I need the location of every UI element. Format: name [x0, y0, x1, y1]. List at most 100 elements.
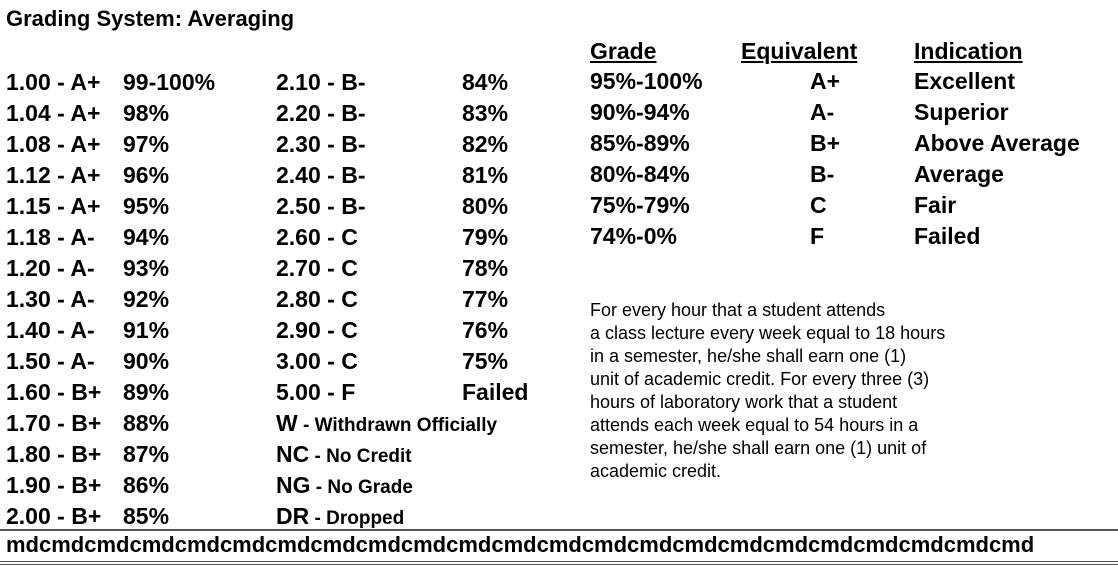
grade-code: DR - Dropped	[276, 501, 404, 534]
range-cell: 75%-79%	[590, 192, 690, 218]
grade-row: 2.00 - B+ 85%	[6, 501, 246, 532]
equivalent-row: 75%-79% C Fair	[590, 190, 1110, 221]
grade-row: 1.18 - A- 94%	[6, 222, 246, 253]
grade-point: 1.90 - B+	[6, 472, 102, 498]
grade-code-row: NG - No Grade	[276, 470, 556, 501]
equivalent-row: 95%-100% A+ Excellent	[590, 66, 1110, 97]
header-equivalent: Equivalent	[741, 38, 858, 64]
divider	[0, 529, 1118, 531]
grade-row: 2.20 - B- 83%	[276, 98, 556, 129]
code-description: - No Grade	[310, 477, 413, 498]
grade-row: 1.00 - A+ 99-100%	[6, 67, 246, 98]
grade-point: 1.80 - B+	[6, 441, 102, 467]
grade-point: 2.40 - B-	[276, 162, 366, 188]
code-description: - Dropped	[309, 508, 405, 529]
grade-row: 1.60 - B+ 89%	[6, 377, 246, 408]
grade-code: NC - No Credit	[276, 439, 412, 472]
grade-row: 1.50 - A- 90%	[6, 346, 246, 377]
grade-row: 3.00 - C 75%	[276, 346, 556, 377]
code-description: - Withdrawn Officially	[297, 415, 498, 436]
grade-row: 1.40 - A- 91%	[6, 315, 246, 346]
indication-cell: Average	[914, 161, 1004, 187]
grade-code-row: W - Withdrawn Officially	[276, 408, 556, 439]
grade-percent: 76%	[462, 317, 509, 343]
equivalent-row: 80%-84% B- Average	[590, 159, 1110, 190]
grade-row: 2.40 - B- 81%	[276, 160, 556, 191]
grade-code-row: NC - No Credit	[276, 439, 556, 470]
indication-cell: Superior	[914, 99, 1009, 125]
equivalent-table: 95%-100% A+ Excellent 90%-94% A- Superior 85%-…	[590, 66, 1110, 252]
indication-cell: Excellent	[914, 68, 1015, 94]
grade-point: 1.08 - A+	[6, 131, 101, 157]
grade-point: 1.12 - A+	[6, 162, 101, 188]
grade-point: 2.10 - B-	[276, 69, 366, 95]
grade-row: 2.10 - B- 84%	[276, 67, 556, 98]
grade-point: 1.50 - A-	[6, 348, 95, 374]
code-letter: NC	[276, 441, 310, 467]
grade-row: 2.80 - C 77%	[276, 284, 556, 315]
grade-percent: Failed	[462, 379, 529, 405]
grade-percent: 92%	[123, 286, 170, 312]
range-cell: 80%-84%	[590, 161, 690, 187]
equivalent-cell: A+	[810, 68, 841, 94]
grade-point: 2.50 - B-	[276, 193, 366, 219]
equivalent-row: 90%-94% A- Superior	[590, 97, 1110, 128]
grade-row: 2.50 - B- 80%	[276, 191, 556, 222]
grade-row: 2.70 - C 78%	[276, 253, 556, 284]
divider	[0, 561, 1118, 562]
grade-row: 1.90 - B+ 86%	[6, 470, 246, 501]
grade-percent: 97%	[123, 131, 170, 157]
grade-point: 2.20 - B-	[276, 100, 366, 126]
code-letter: W	[276, 410, 298, 436]
grade-percent: 88%	[123, 410, 170, 436]
grade-code: W - Withdrawn Officially	[276, 408, 497, 441]
grade-code-row: DR - Dropped	[276, 501, 556, 532]
grade-percent: 81%	[462, 162, 509, 188]
grade-row: 1.30 - A- 92%	[6, 284, 246, 315]
grade-point: 5.00 - F	[276, 379, 356, 405]
grade-row: 1.08 - A+ 97%	[6, 129, 246, 160]
equivalent-table-header: Grade Equivalent Indication	[590, 36, 1110, 67]
grade-percent: 84%	[462, 69, 509, 95]
header-indication: Indication	[914, 38, 1023, 64]
indication-cell: Fair	[914, 192, 957, 218]
grade-percent: 87%	[123, 441, 170, 467]
grade-percent: 89%	[123, 379, 170, 405]
header-grade: Grade	[590, 38, 657, 64]
equivalent-cell: A-	[810, 99, 835, 125]
grade-row: 1.15 - A+ 95%	[6, 191, 246, 222]
grade-percent: 86%	[123, 472, 170, 498]
equivalent-row: 74%-0% F Failed	[590, 221, 1110, 252]
grade-point: 1.15 - A+	[6, 193, 101, 219]
grade-point: 2.30 - B-	[276, 131, 366, 157]
indication-cell: Failed	[914, 223, 981, 249]
grade-point: 2.60 - C	[276, 224, 358, 250]
grade-point: 1.60 - B+	[6, 379, 102, 405]
code-letter: NG	[276, 472, 311, 498]
grade-point: 3.00 - C	[276, 348, 358, 374]
grade-column-2: 2.10 - B- 84% 2.20 - B- 83% 2.30 - B- 82% 2.40…	[276, 67, 556, 532]
grade-row: 5.00 - F Failed	[276, 377, 556, 408]
grade-percent: 91%	[123, 317, 170, 343]
divider	[0, 564, 1118, 565]
equivalent-cell: C	[810, 192, 827, 218]
grade-percent: 75%	[462, 348, 509, 374]
grade-percent: 90%	[123, 348, 170, 374]
grade-percent: 77%	[462, 286, 509, 312]
grade-row: 1.70 - B+ 88%	[6, 408, 246, 439]
grade-percent: 96%	[123, 162, 170, 188]
grade-column-1: 1.00 - A+ 99-100% 1.04 - A+ 98% 1.08 - A+ 97%…	[6, 67, 246, 532]
grade-row: 1.12 - A+ 96%	[6, 160, 246, 191]
grade-point: 1.04 - A+	[6, 100, 101, 126]
grade-percent: 99-100%	[123, 69, 216, 95]
credit-paragraph: For every hour that a student attends a …	[590, 300, 946, 481]
grade-row: 1.80 - B+ 87%	[6, 439, 246, 470]
grade-point: 2.80 - C	[276, 286, 358, 312]
grade-point: 2.00 - B+	[6, 503, 102, 529]
grade-row: 2.30 - B- 82%	[276, 129, 556, 160]
grade-percent: 80%	[462, 193, 509, 219]
grade-percent: 95%	[123, 193, 170, 219]
grade-percent: 93%	[123, 255, 170, 281]
grade-percent: 78%	[462, 255, 509, 281]
grade-point: 1.40 - A-	[6, 317, 95, 343]
